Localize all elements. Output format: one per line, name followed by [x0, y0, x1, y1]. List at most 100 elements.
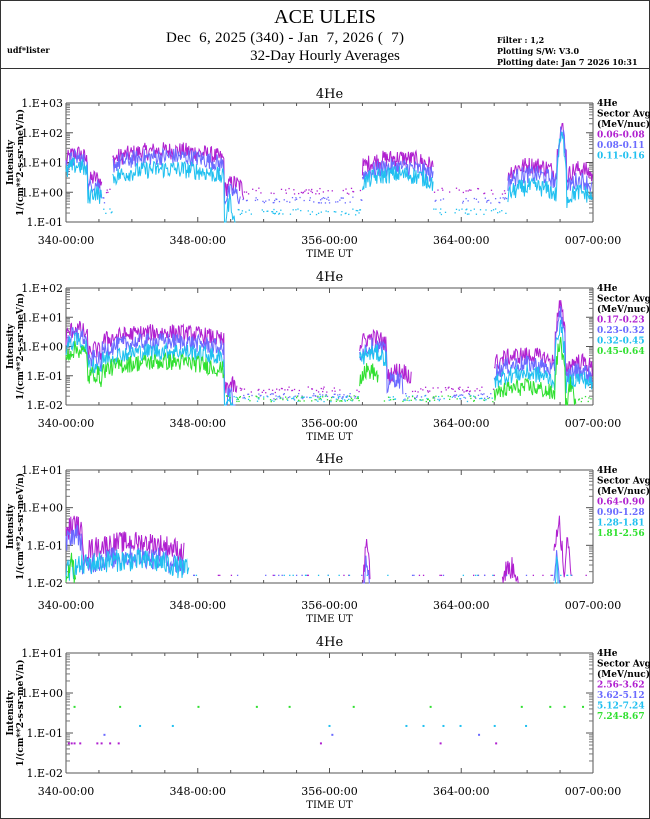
data-point: [433, 397, 436, 399]
data-point: [302, 191, 305, 194]
data-point: [292, 397, 294, 399]
data-point: [494, 198, 497, 200]
data-point: [284, 189, 287, 191]
data-point: [271, 393, 273, 395]
data-point: [492, 209, 495, 211]
data-point: [455, 208, 458, 211]
data-point: [307, 192, 309, 194]
data-point: [344, 202, 346, 204]
data-point: [477, 574, 479, 577]
data-point: [315, 395, 317, 397]
data-point: [296, 395, 298, 397]
data-point: [352, 208, 354, 210]
data-point: [241, 388, 243, 390]
data-point: [457, 395, 460, 398]
data-point: [297, 400, 299, 403]
data-point: [490, 393, 492, 395]
data-point: [590, 398, 592, 400]
data-point: [265, 574, 267, 577]
data-point: [278, 389, 281, 391]
x-axis-label: TIME UT: [306, 432, 353, 443]
software-label: Plotting S/W: V3.0: [497, 46, 580, 56]
y-tick-label: 1.E+01: [21, 157, 63, 170]
data-point: [335, 201, 337, 203]
data-point: [248, 209, 250, 211]
data-point: [255, 197, 257, 199]
data-point: [354, 395, 357, 398]
y-tick-label: 1.E-01: [27, 216, 63, 229]
data-point: [459, 394, 461, 396]
data-point: [257, 397, 259, 399]
chart-panel-3: 4He 340-00:00 348-00:00 356-00:00 364-00:00 0…: [6, 452, 650, 625]
data-point: [588, 397, 590, 399]
data-point: [103, 202, 106, 204]
data-point: [301, 574, 303, 577]
data-point: [103, 208, 105, 210]
data-point: [323, 386, 325, 388]
data-point: [444, 211, 447, 214]
data-point: [328, 202, 331, 204]
data-point: [330, 396, 333, 399]
data-point: [240, 389, 242, 391]
data-point: [309, 197, 311, 199]
data-point: [267, 396, 269, 398]
data-point: [333, 211, 336, 213]
data-point: [289, 213, 292, 215]
data-point: [505, 574, 508, 577]
data-point: [356, 389, 358, 391]
data-point: [292, 209, 294, 211]
data-point: [311, 211, 314, 213]
data-point: [459, 724, 462, 727]
data-point: [333, 396, 335, 398]
data-point: [243, 191, 246, 193]
data-point: [427, 391, 430, 393]
y-tick-label: 1.E+01: [21, 311, 63, 324]
data-point: [504, 192, 506, 195]
data-point: [287, 389, 289, 391]
data-point: [461, 208, 463, 210]
y-tick-label: 1.E-02: [27, 399, 63, 412]
data-point: [350, 396, 352, 398]
data-point: [439, 742, 442, 745]
data-point: [578, 398, 580, 400]
data-point: [258, 398, 260, 400]
data-point: [360, 199, 362, 201]
data-point: [499, 211, 501, 213]
data-point: [348, 574, 351, 577]
data-point: [289, 396, 291, 398]
legend-title: Sector Avg: [597, 660, 650, 670]
data-point: [319, 199, 322, 201]
data-point: [291, 389, 294, 392]
data-point: [235, 396, 237, 399]
data-point: [417, 391, 419, 393]
data-point: [486, 200, 489, 202]
data-point: [357, 396, 359, 398]
data-point: [331, 390, 333, 392]
data-point: [466, 400, 469, 403]
data-point: [258, 397, 260, 399]
data-point: [493, 574, 495, 577]
data-point: [468, 393, 471, 396]
legend-title: 4He: [597, 649, 618, 659]
data-point: [341, 197, 343, 199]
x-tick-label: 356-00:00: [301, 234, 357, 247]
data-point: [257, 389, 259, 391]
data-point: [319, 395, 322, 397]
data-point: [352, 190, 354, 193]
data-point: [342, 197, 344, 199]
data-point: [353, 395, 355, 397]
data-point: [435, 395, 437, 397]
data-point: [254, 199, 257, 202]
data-point: [433, 399, 436, 401]
data-point: [286, 398, 288, 400]
data-point: [503, 198, 506, 200]
data-point: [318, 398, 320, 400]
legend-title: (MeV/nuc): [597, 304, 650, 315]
data-point: [308, 189, 310, 191]
data-point: [406, 399, 408, 401]
data-point: [337, 396, 340, 398]
chart-title: 4He: [316, 635, 344, 650]
data-point: [357, 397, 360, 400]
data-point: [258, 388, 260, 391]
data-point: [389, 399, 392, 401]
